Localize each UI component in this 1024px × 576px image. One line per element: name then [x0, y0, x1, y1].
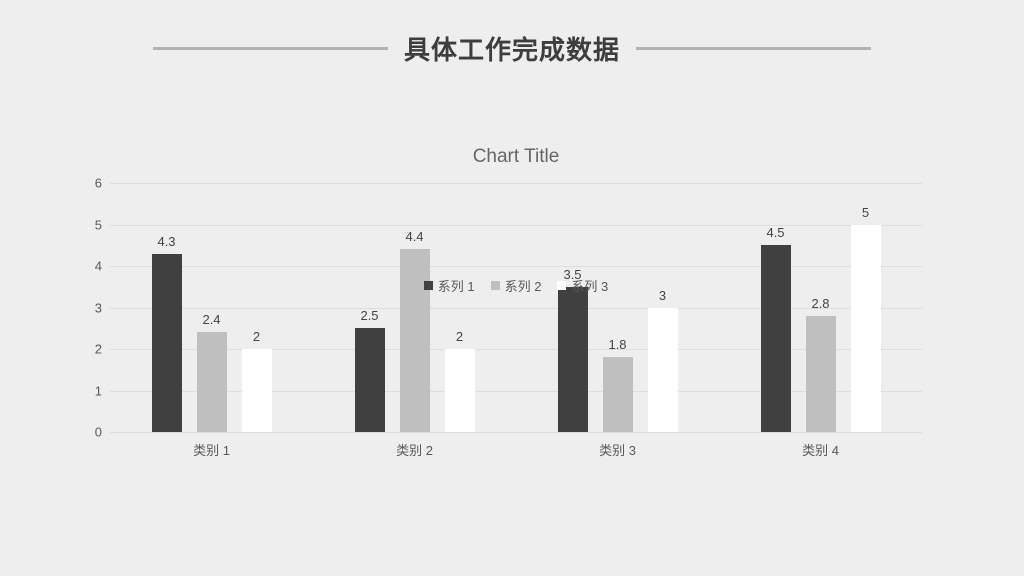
legend-marker-icon [423, 281, 433, 290]
legend-item-series3: 系列 3 [557, 276, 608, 295]
data-label: 3 [658, 287, 667, 303]
y-axis-tick-label: 6 [94, 175, 102, 191]
bar-series2-cat2 [399, 249, 430, 432]
bar-series1-cat1 [151, 253, 182, 432]
gridline-y-3 [110, 307, 922, 309]
legend-item-series1: 系列 1 [423, 276, 475, 295]
y-axis-tick-label: 0 [94, 424, 102, 440]
legend-label: 系列 3 [571, 279, 609, 294]
legend-item-series2: 系列 2 [490, 276, 542, 295]
page-title: 具体工作完成数据 [403, 35, 620, 65]
bar-series3-cat3 [647, 307, 678, 432]
gridline-y-6 [110, 183, 922, 184]
bar-series3-cat2 [444, 349, 475, 432]
data-label: 2 [252, 329, 261, 344]
y-axis-tick-label: 4 [94, 258, 102, 274]
data-label: 4.3 [157, 233, 176, 249]
gridline-y-5 [110, 224, 922, 226]
bar-series3-cat1 [241, 349, 272, 432]
bar-series3-cat4 [850, 224, 881, 432]
legend-marker-icon [490, 281, 500, 290]
chart-title: Chart Title [472, 146, 560, 167]
plot-area: 0 1 2 3 4 5 6 4.3 2.4 2 类别 1 2.5 4.4 2 类别 2 3.5 1.8 3 类别 3… [95, 176, 922, 458]
data-label: 1.8 [608, 337, 627, 353]
x-axis-category-label: 类别 4 [802, 443, 839, 458]
gridline-y-1 [110, 390, 922, 392]
y-axis-tick-label: 5 [94, 217, 102, 232]
bar-series2-cat3 [602, 357, 633, 432]
bar-series1-cat2 [354, 328, 385, 432]
data-label: 2.5 [360, 308, 379, 324]
bar-series1-cat4 [760, 245, 791, 432]
legend-marker-icon [557, 281, 567, 290]
data-label: 3.5 [563, 266, 582, 282]
data-label: 5 [861, 204, 870, 220]
legend-label: 系列 1 [437, 279, 475, 294]
bar-series1-cat3 [557, 286, 588, 432]
bar-series2-cat1 [196, 332, 227, 432]
data-label: 2 [455, 329, 464, 344]
y-axis-tick-label: 1 [94, 383, 102, 398]
gridline-y-0 [110, 432, 922, 433]
gridline-y-4 [110, 266, 922, 267]
data-label: 4.4 [405, 229, 424, 245]
chart-legend: 系列 1 系列 2 系列 3 [110, 276, 922, 295]
x-axis-category-label: 类别 1 [193, 443, 230, 458]
gridline-y-2 [110, 349, 922, 350]
slide-header: 具体工作完成数据 [0, 30, 1024, 67]
x-axis-category-label: 类别 2 [396, 443, 433, 458]
bar-series2-cat4 [805, 315, 836, 432]
x-axis-category-label: 类别 3 [599, 443, 636, 458]
data-label: 4.5 [766, 225, 785, 241]
legend-label: 系列 2 [504, 279, 542, 294]
y-axis-tick-label: 2 [94, 341, 102, 357]
title-divider-left [152, 47, 388, 50]
title-divider-right [636, 47, 871, 50]
y-axis-tick-label: 3 [94, 300, 102, 315]
data-label: 2.8 [811, 295, 830, 311]
data-label: 2.4 [202, 312, 221, 328]
